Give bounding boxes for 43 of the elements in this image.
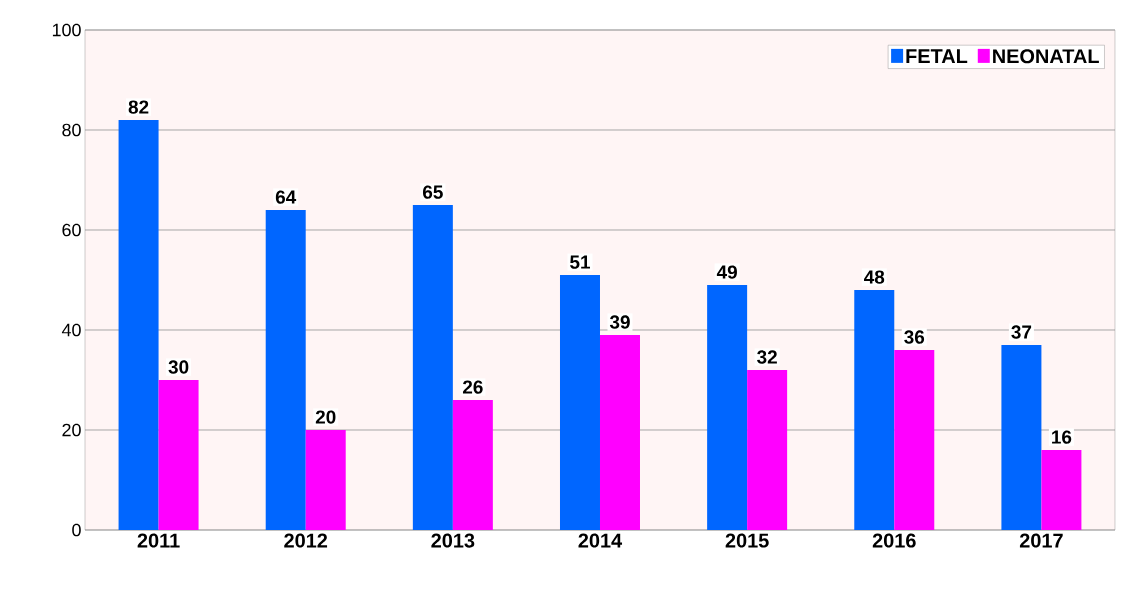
x-tick-label: 2015 bbox=[725, 533, 769, 548]
x-tick-label: 2013 bbox=[431, 533, 475, 548]
data-label: 30 bbox=[168, 360, 189, 374]
bar bbox=[559, 275, 600, 530]
legend-label: FETAL bbox=[906, 49, 968, 63]
legend-label: NEONATAL bbox=[993, 49, 1099, 64]
y-tick-label: 40 bbox=[61, 323, 81, 337]
data-label: 82 bbox=[128, 100, 149, 114]
x-tick-label: 2011 bbox=[137, 533, 180, 548]
data-label: 20 bbox=[315, 410, 336, 424]
bar bbox=[158, 380, 199, 530]
x-tick-label: 2017 bbox=[1019, 533, 1063, 548]
bar bbox=[1001, 345, 1042, 530]
y-tick-label: 0 bbox=[72, 523, 81, 537]
data-label: 36 bbox=[904, 330, 925, 344]
data-label: 39 bbox=[609, 315, 630, 329]
bar bbox=[854, 290, 895, 530]
bar bbox=[118, 120, 159, 530]
data-label: 32 bbox=[757, 350, 777, 364]
data-label: 37 bbox=[1011, 325, 1032, 339]
y-tick-label: 60 bbox=[62, 223, 81, 237]
data-label: 16 bbox=[1052, 430, 1072, 444]
data-label: 51 bbox=[570, 255, 590, 269]
bar bbox=[747, 370, 788, 530]
y-tick-label: 100 bbox=[52, 23, 81, 37]
data-label: 64 bbox=[275, 190, 297, 204]
data-label: 65 bbox=[423, 185, 443, 199]
bar bbox=[412, 205, 453, 530]
bar bbox=[265, 210, 306, 530]
bar bbox=[894, 350, 935, 530]
data-label: 49 bbox=[716, 265, 737, 279]
x-tick-label: 2016 bbox=[872, 533, 916, 548]
bar bbox=[305, 430, 346, 530]
bar bbox=[599, 335, 640, 530]
bar bbox=[452, 400, 493, 530]
x-tick-label: 2012 bbox=[284, 533, 328, 548]
data-label: 26 bbox=[462, 380, 483, 394]
y-tick-label: 20 bbox=[62, 423, 81, 437]
y-tick-label: 80 bbox=[62, 123, 81, 137]
x-tick-label: 2014 bbox=[578, 533, 623, 548]
data-label: 48 bbox=[864, 270, 885, 284]
bar bbox=[1041, 450, 1082, 530]
bar bbox=[707, 285, 748, 530]
